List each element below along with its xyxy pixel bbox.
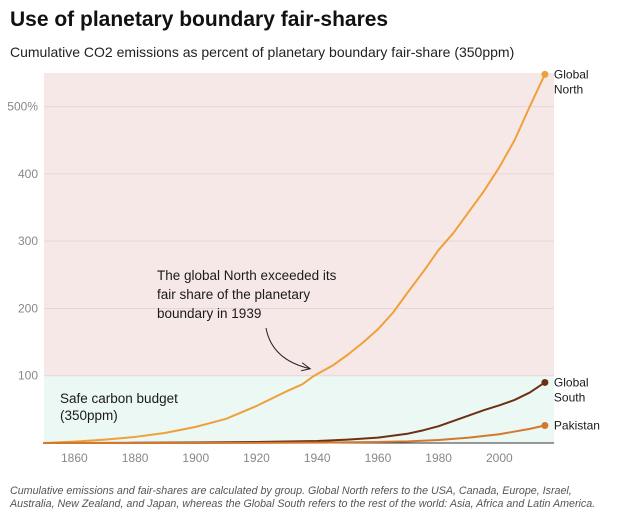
pakistan-line [43,424,546,444]
y-tick-label: 200 [18,301,38,315]
y-tick-label: 300 [18,234,38,248]
pakistan-endpoint [541,422,549,430]
y-tick-label: 400 [18,167,38,181]
chart-title: Use of planetary boundary fair-shares [10,8,389,31]
annotation-arrowhead [301,362,312,372]
y-tick-label: 100 [18,369,38,383]
global-south-label: Global South [554,375,589,404]
footnote: Cumulative emissions and fair-shares are… [10,485,596,510]
global-north-endpoint [541,70,549,78]
global-north-label: Global North [554,67,589,96]
chart-subtitle: Cumulative CO2 emissions as percent of p… [10,44,515,60]
annotation-arrow [265,327,311,370]
safe-budget-zone [44,375,554,443]
x-tick-label: 1920 [243,451,270,465]
x-tick-label: 1880 [122,451,149,465]
x-tick-label: 1860 [61,451,88,465]
x-tick-label: 1900 [182,451,209,465]
x-tick-label: 1940 [304,451,331,465]
x-tick-label: 1960 [365,451,392,465]
line-chart: 100 200 300 400 500% 1860 1880 1900 1920 1940 1960… [7,67,600,465]
safe-budget-label: Safe carbon budget (350ppm) [60,391,178,423]
y-tick-label: 500% [7,100,38,114]
global-south-endpoint [541,378,549,386]
global-north-line [43,73,546,444]
pakistan-label: Pakistan [554,419,600,433]
exceeded-zone [44,73,554,376]
annotation-text: The global North exceeded its fair share … [157,268,337,321]
x-tick-label: 1980 [425,451,452,465]
x-tick-label: 2000 [486,451,513,465]
